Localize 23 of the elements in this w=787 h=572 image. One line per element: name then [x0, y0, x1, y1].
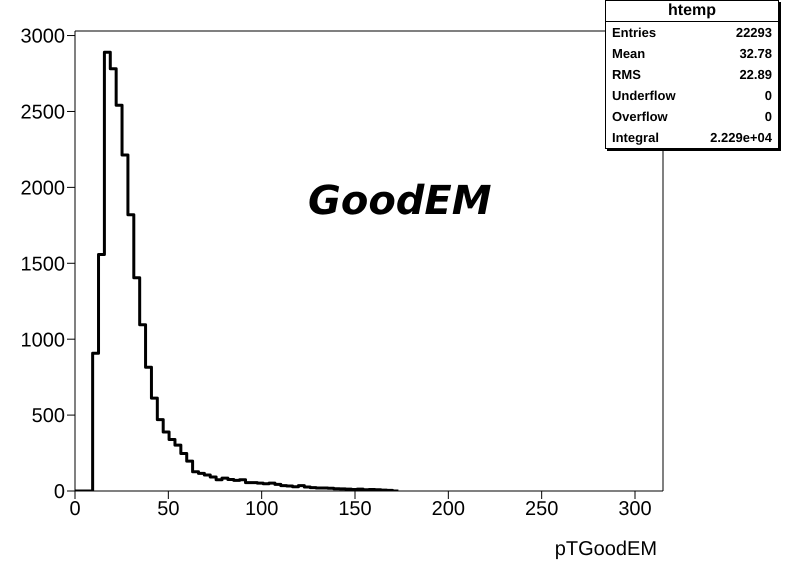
x-tick-label: 0 — [69, 498, 81, 520]
text: Underflow 0 — [612, 88, 772, 103]
x-tick-label: 50 — [157, 498, 180, 520]
y-tick-label: 500 — [32, 405, 65, 428]
text: htemp — [606, 1, 778, 22]
text: Integral 2.229e+04 — [612, 130, 772, 145]
text: Mean 32.78 — [612, 46, 772, 61]
x-tick-label: 300 — [618, 498, 652, 520]
x-tick-label: 200 — [432, 498, 466, 520]
x-tick-label: 100 — [244, 498, 278, 520]
text: RMS 22.89 — [612, 67, 772, 82]
text: Overflow 0 — [612, 109, 772, 124]
y-tick-label: 2000 — [20, 177, 65, 200]
y-tick-label: 3000 — [20, 26, 65, 48]
y-tick-label: 0 — [54, 481, 65, 504]
y-tick-label: 1000 — [20, 329, 65, 352]
x-tick-label: 250 — [524, 498, 558, 520]
y-tick-label: 2500 — [20, 102, 65, 124]
y-tick-label: 1500 — [20, 253, 65, 276]
text: Entries 22293 — [612, 25, 772, 40]
x-tick-label: 150 — [338, 498, 372, 520]
x-axis-title: pTGoodEM — [554, 538, 657, 560]
annotation: GoodEM — [308, 178, 492, 224]
